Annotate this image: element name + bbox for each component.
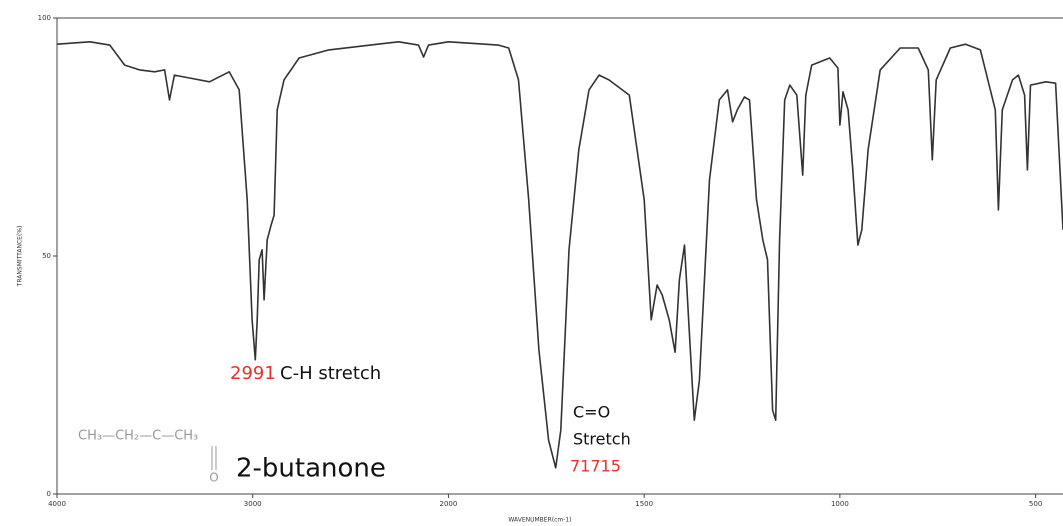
annotation: 71715 xyxy=(570,457,621,476)
annotation: C-H stretch xyxy=(280,363,381,384)
x-tick-label: 1500 xyxy=(635,500,653,508)
y-tick-label: 0 xyxy=(47,490,51,498)
x-axis-label: WAVENUMBER(cm-1) xyxy=(508,517,571,524)
y-axis-label: TRANSMITTANCE(%) xyxy=(17,226,24,288)
y-tick-label: 50 xyxy=(42,252,51,260)
y-tick-label: 100 xyxy=(38,14,51,22)
x-tick-label: 2000 xyxy=(440,500,458,508)
annotation: CH₃—CH₂—C—CH₃ xyxy=(78,429,198,444)
x-tick-label: 500 xyxy=(1029,500,1042,508)
x-tick-label: 1000 xyxy=(831,500,849,508)
annotation: O xyxy=(209,471,218,485)
annotation: 2991 xyxy=(230,363,276,384)
annotation: C=O xyxy=(573,403,610,422)
x-tick-label: 4000 xyxy=(48,500,66,508)
plot-frame xyxy=(56,17,1063,495)
x-tick-label: 3000 xyxy=(244,500,262,508)
annotation: Stretch xyxy=(573,430,631,449)
spectrum-line xyxy=(56,41,1063,469)
annotation: 2-butanone xyxy=(236,454,386,484)
